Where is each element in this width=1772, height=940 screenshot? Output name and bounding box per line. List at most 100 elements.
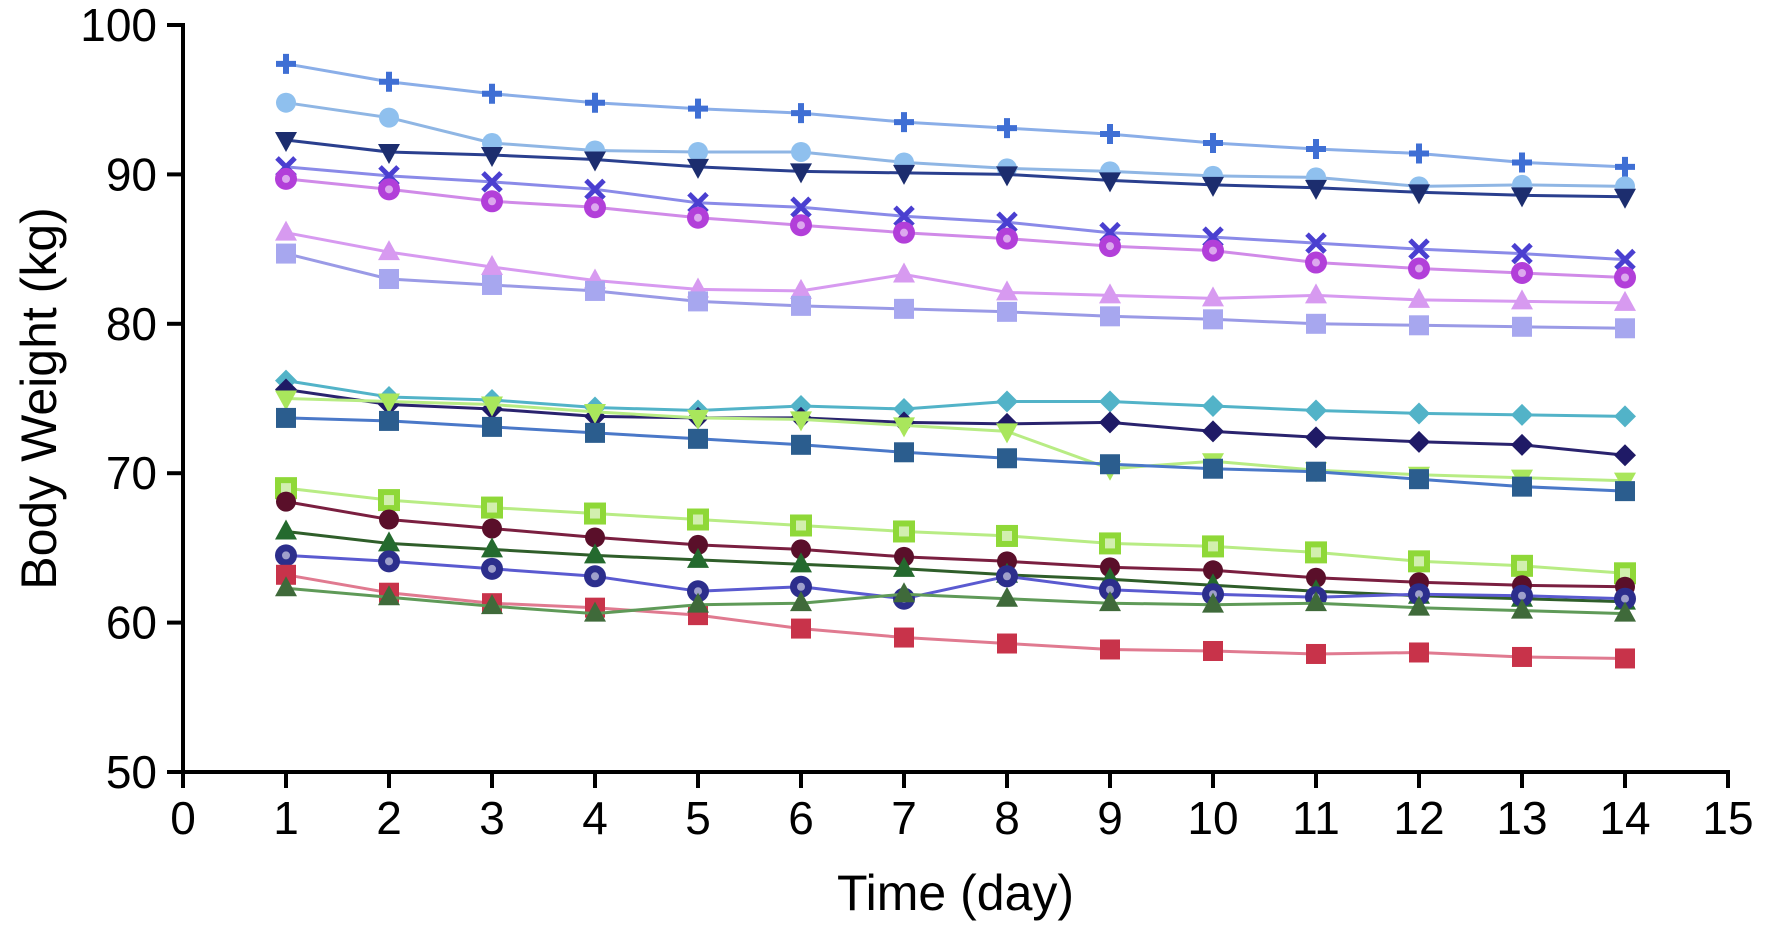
series-line: [285, 388, 1626, 457]
data-point: [1203, 309, 1223, 330]
data-point: [1409, 315, 1429, 336]
data-point: [1409, 143, 1429, 164]
data-point: [378, 393, 400, 414]
data-point-center: [590, 508, 600, 519]
data-point: [1203, 133, 1223, 154]
data-point: [894, 112, 914, 133]
x-tick-label: 10: [1187, 792, 1238, 844]
series-line: [285, 553, 1626, 601]
data-point: [1614, 188, 1636, 209]
data-point: [276, 53, 296, 74]
data-point: [1306, 139, 1326, 160]
series-line: [285, 165, 1626, 262]
data-point: [1614, 290, 1636, 311]
data-point-center: [1518, 591, 1526, 600]
data-point: [791, 539, 811, 560]
data-point-center: [1414, 556, 1424, 567]
data-point: [275, 576, 297, 597]
data-point-center: [1105, 538, 1115, 549]
y-tick-label: 100: [80, 0, 157, 51]
data-point: [791, 103, 811, 124]
data-point: [585, 422, 605, 443]
data-point: [276, 92, 296, 113]
data-point-center: [1003, 572, 1011, 581]
axes-layer: [181, 23, 1730, 774]
x-tick-label: 4: [582, 792, 608, 844]
series-15: [275, 544, 1636, 610]
data-point: [688, 141, 708, 162]
data-point: [482, 518, 502, 539]
data-point: [997, 551, 1017, 572]
data-point: [996, 166, 1018, 187]
data-point: [1512, 316, 1532, 337]
data-point: [1511, 598, 1533, 619]
data-point: [1615, 481, 1635, 502]
data-point: [1203, 640, 1223, 661]
data-point-center: [1620, 568, 1630, 579]
data-point: [1408, 287, 1430, 308]
data-point: [275, 519, 297, 540]
data-point: [687, 409, 709, 430]
data-point: [1203, 458, 1223, 479]
data-point: [1305, 283, 1327, 304]
x-tick-label: 8: [994, 792, 1020, 844]
data-point: [791, 295, 811, 316]
data-point-center: [1106, 242, 1114, 251]
series-5: [275, 167, 1636, 289]
data-point-center: [1208, 541, 1218, 552]
data-point: [1202, 176, 1224, 197]
data-point-center: [488, 564, 496, 573]
data-point-center: [1003, 234, 1011, 243]
x-tick-label: 6: [788, 792, 814, 844]
y-tick-label: 60: [106, 597, 157, 649]
data-point: [893, 417, 915, 438]
data-point: [1511, 187, 1533, 208]
data-point-center: [1311, 547, 1321, 558]
series-line: [285, 573, 1626, 660]
data-point-center: [1312, 258, 1320, 267]
data-point: [791, 434, 811, 455]
series-16: [276, 564, 1635, 669]
data-point: [1100, 124, 1120, 145]
data-point: [481, 255, 503, 276]
data-point: [1100, 454, 1120, 475]
data-point: [790, 196, 812, 219]
data-point: [1615, 318, 1635, 339]
data-point: [1408, 430, 1430, 453]
data-point: [378, 531, 400, 552]
data-point: [378, 585, 400, 606]
data-point: [1409, 469, 1429, 490]
data-point: [276, 564, 296, 585]
data-point: [584, 178, 606, 201]
data-point-center: [591, 203, 599, 212]
data-point: [1615, 156, 1635, 177]
data-point: [894, 627, 914, 648]
data-point-center: [1415, 590, 1423, 599]
series-layer: [275, 53, 1636, 669]
data-point: [1408, 184, 1430, 205]
data-point: [482, 83, 502, 104]
data-point: [893, 556, 915, 577]
series-3: [275, 132, 1636, 209]
data-point: [997, 301, 1017, 322]
data-point: [275, 390, 297, 411]
data-point: [1099, 172, 1121, 193]
data-point: [1511, 433, 1533, 456]
data-point: [894, 442, 914, 463]
data-point: [584, 601, 606, 622]
data-point: [997, 448, 1017, 469]
data-point: [687, 158, 709, 179]
series-line: [285, 231, 1626, 305]
data-point: [688, 428, 708, 449]
data-point: [893, 262, 915, 283]
data-point: [688, 291, 708, 312]
x-tick-label: 13: [1496, 792, 1547, 844]
data-point-center: [385, 185, 393, 194]
data-point: [687, 592, 709, 613]
series-1: [276, 53, 1635, 177]
x-tick-label: 11: [1292, 792, 1340, 844]
series-11: [276, 407, 1635, 502]
data-point: [1202, 592, 1224, 613]
data-point: [1306, 643, 1326, 664]
